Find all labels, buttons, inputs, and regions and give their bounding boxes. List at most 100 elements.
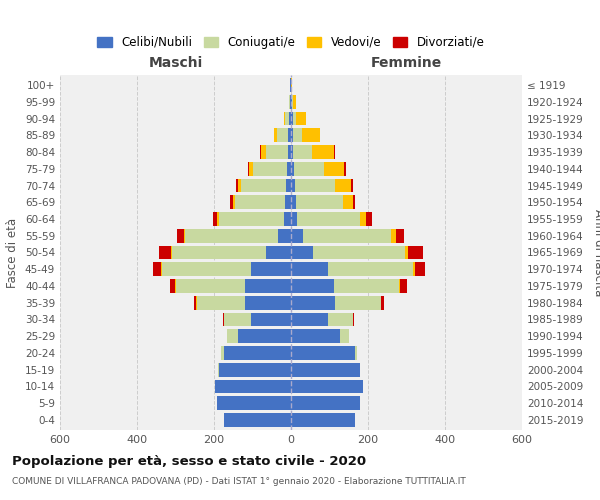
- Bar: [353, 196, 355, 209]
- Bar: [185, 229, 278, 242]
- Bar: [260, 145, 261, 159]
- Bar: [291, 162, 294, 175]
- Bar: [353, 312, 354, 326]
- Bar: [359, 212, 367, 226]
- Bar: [278, 229, 291, 242]
- Bar: [217, 396, 291, 410]
- Bar: [224, 413, 291, 427]
- Bar: [288, 145, 291, 159]
- Bar: [245, 296, 291, 310]
- Bar: [335, 296, 381, 310]
- Bar: [381, 296, 384, 310]
- Text: Maschi: Maschi: [148, 56, 203, 70]
- Bar: [343, 196, 353, 209]
- Bar: [291, 380, 364, 394]
- Bar: [297, 212, 359, 226]
- Bar: [238, 178, 241, 192]
- Bar: [171, 246, 172, 260]
- Bar: [233, 196, 235, 209]
- Bar: [289, 95, 290, 108]
- Bar: [324, 162, 344, 175]
- Text: COMUNE DI VILLAFRANCA PADOVANA (PD) - Dati ISTAT 1° gennaio 2020 - Elaborazione : COMUNE DI VILLAFRANCA PADOVANA (PD) - Da…: [12, 477, 466, 486]
- Bar: [334, 279, 399, 293]
- Bar: [400, 279, 407, 293]
- Bar: [415, 262, 425, 276]
- Y-axis label: Fasce di età: Fasce di età: [7, 218, 19, 288]
- Bar: [291, 346, 355, 360]
- Bar: [291, 229, 304, 242]
- Bar: [287, 162, 291, 175]
- Bar: [194, 296, 196, 310]
- Bar: [294, 162, 324, 175]
- Bar: [335, 178, 352, 192]
- Bar: [291, 145, 293, 159]
- Bar: [158, 246, 171, 260]
- Bar: [230, 196, 233, 209]
- Bar: [355, 346, 357, 360]
- Text: Popolazione per età, sesso e stato civile - 2020: Popolazione per età, sesso e stato civil…: [12, 455, 366, 468]
- Bar: [408, 246, 422, 260]
- Bar: [291, 95, 292, 108]
- Bar: [296, 112, 306, 126]
- Bar: [251, 312, 291, 326]
- Bar: [251, 262, 291, 276]
- Bar: [266, 145, 288, 159]
- Bar: [184, 229, 185, 242]
- Bar: [313, 246, 405, 260]
- Bar: [215, 380, 291, 394]
- Bar: [177, 229, 184, 242]
- Bar: [291, 196, 296, 209]
- Bar: [197, 296, 245, 310]
- Bar: [396, 229, 404, 242]
- Bar: [277, 128, 288, 142]
- Bar: [304, 229, 391, 242]
- Bar: [302, 128, 320, 142]
- Bar: [291, 413, 355, 427]
- Bar: [291, 279, 334, 293]
- Bar: [218, 363, 291, 376]
- Bar: [296, 196, 343, 209]
- Y-axis label: Anni di nascita: Anni di nascita: [592, 209, 600, 296]
- Bar: [293, 112, 296, 126]
- Bar: [153, 262, 161, 276]
- Bar: [352, 178, 353, 192]
- Bar: [285, 112, 289, 126]
- Bar: [241, 178, 286, 192]
- Bar: [291, 363, 359, 376]
- Bar: [286, 178, 291, 192]
- Bar: [217, 212, 218, 226]
- Bar: [227, 330, 238, 343]
- Bar: [291, 178, 295, 192]
- Bar: [236, 178, 238, 192]
- Bar: [291, 112, 293, 126]
- Bar: [285, 196, 291, 209]
- Bar: [295, 178, 335, 192]
- Bar: [293, 128, 302, 142]
- Bar: [223, 312, 224, 326]
- Bar: [399, 279, 400, 293]
- Bar: [218, 212, 284, 226]
- Bar: [238, 330, 291, 343]
- Bar: [172, 246, 266, 260]
- Bar: [291, 296, 335, 310]
- Bar: [289, 112, 291, 126]
- Bar: [290, 78, 291, 92]
- Bar: [291, 212, 297, 226]
- Bar: [291, 262, 328, 276]
- Bar: [328, 262, 413, 276]
- Bar: [291, 246, 313, 260]
- Bar: [224, 346, 291, 360]
- Bar: [248, 162, 250, 175]
- Bar: [266, 246, 291, 260]
- Bar: [367, 212, 372, 226]
- Bar: [291, 312, 328, 326]
- Bar: [250, 162, 253, 175]
- Bar: [405, 246, 408, 260]
- Bar: [253, 162, 287, 175]
- Bar: [161, 262, 162, 276]
- Bar: [284, 212, 291, 226]
- Bar: [340, 330, 349, 343]
- Bar: [391, 229, 396, 242]
- Bar: [288, 128, 291, 142]
- Bar: [359, 363, 360, 376]
